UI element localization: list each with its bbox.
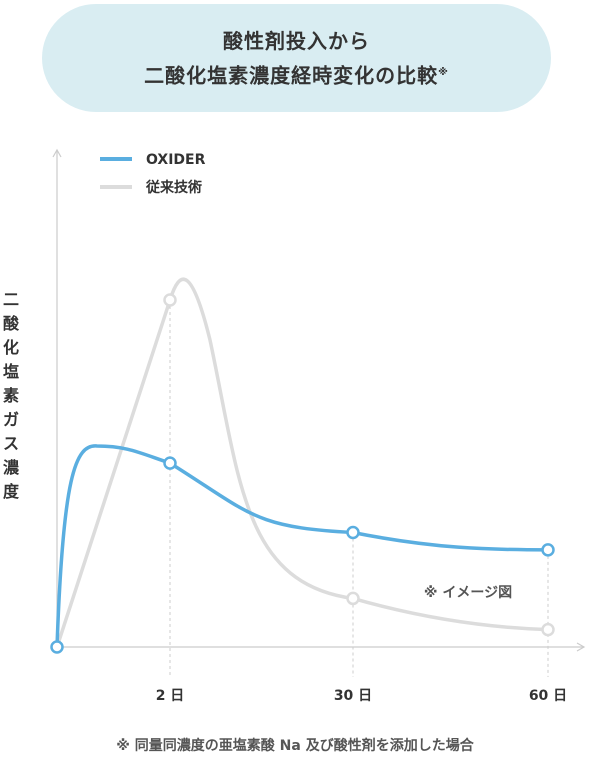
- data-point-oxider: [346, 525, 360, 540]
- y-axis-label-char: 度: [2, 482, 19, 501]
- chart-title-line-1: 酸性剤投入から: [223, 28, 370, 53]
- y-axis-label-char: ス: [2, 434, 19, 453]
- y-axis-label-char: 酸: [2, 314, 19, 333]
- chart-title-text: 二酸化塩素濃度経時変化の比較: [144, 63, 439, 88]
- legend-label: OXIDER: [146, 152, 206, 168]
- y-axis-label-char: 素: [2, 386, 19, 405]
- y-axis-arrow: [52, 148, 62, 158]
- chart-title-banner: 酸性剤投入から 二酸化塩素濃度経時変化の比較※: [42, 4, 551, 112]
- y-axis-label-char: 塩: [2, 362, 19, 381]
- series-line-conventional: [55, 277, 550, 649]
- chart-title-line-2: 二酸化塩素濃度経時変化の比較※: [144, 57, 449, 92]
- y-axis-label-char: 化: [2, 338, 19, 357]
- y-axis-label: 二酸化塩素ガス濃度: [0, 288, 22, 504]
- data-point-oxider: [163, 456, 177, 470]
- data-point-conventional: [541, 622, 555, 637]
- footnote: ※ 同量同濃度の亜塩素酸 Na 及び酸性剤を添加した場合: [116, 738, 474, 754]
- legend-label: 従来技術: [145, 179, 202, 196]
- x-tick-label: 60 日: [529, 688, 567, 704]
- data-point-conventional: [346, 591, 360, 606]
- data-point-conventional: [163, 293, 177, 307]
- series-line-oxider: [55, 444, 550, 649]
- chart-title-note-mark: ※: [438, 66, 449, 78]
- y-axis-label-char: 二: [2, 290, 19, 309]
- line-chart: 2 日 30 日 60 日 OXIDER 従来技術 ※ イメージ図: [50, 148, 586, 704]
- data-point-origin: [50, 640, 64, 654]
- x-axis-arrow: [576, 642, 586, 652]
- data-point-oxider: [541, 543, 555, 557]
- x-tick-label: 30 日: [334, 688, 372, 704]
- x-tick-label: 2 日: [156, 688, 185, 704]
- chart-annotation: ※ イメージ図: [424, 585, 512, 601]
- y-axis-label-char: ガ: [2, 410, 19, 429]
- y-axis-label-char: 濃: [2, 458, 19, 477]
